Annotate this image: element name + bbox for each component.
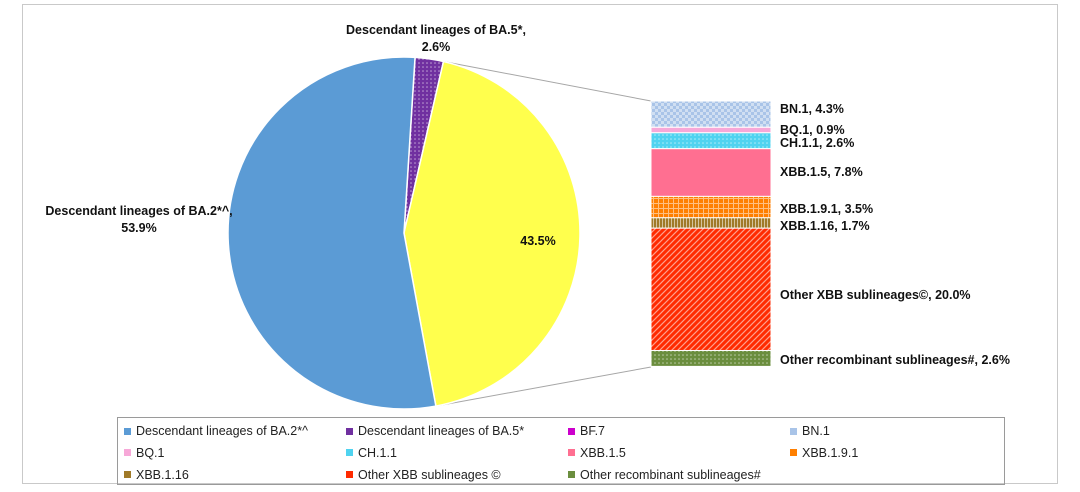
pie-of-bar-chart: Descendant lineages of BA.2*^, 53.9% Desce…: [45, 23, 1010, 410]
legend-item-xbb-1-5: XBB.1.5: [568, 444, 790, 463]
legend-label: BN.1: [802, 424, 830, 439]
legend-swatch: [124, 449, 131, 457]
legend-swatch: [568, 427, 575, 435]
pie-label-descendant-lineages-of-ba-2: Descendant lineages of BA.2*^, 53.9%: [45, 204, 232, 235]
connector-top: [443, 60, 652, 102]
pie-label-descendant-lineages-of-ba-5: Descendant lineages of BA.5*, 2.6%: [346, 23, 526, 54]
legend-swatch: [790, 449, 797, 457]
bar-label-bq-1: BQ.1, 0.9%: [780, 123, 845, 137]
legend-label: XBB.1.9.1: [802, 445, 859, 460]
bar-segment-bq-1: [650, 126, 772, 134]
legend-label: XBB.1.16: [136, 467, 189, 482]
pie-label-recombinant-and-other-lineages: 43.5%: [520, 234, 555, 248]
legend-swatch: [568, 471, 575, 479]
legend-label: BQ.1: [136, 445, 165, 460]
legend-item-ch-1-1: CH.1.1: [346, 444, 568, 463]
legend-swatch: [568, 449, 575, 457]
legend-item-xbb-1-16: XBB.1.16: [124, 465, 346, 484]
legend-label: Descendant lineages of BA.5*: [358, 424, 525, 439]
stacked-bar: [650, 100, 772, 367]
bar-segment-texture: [651, 350, 771, 367]
legend-swatch: [124, 427, 131, 435]
pie: [227, 56, 581, 410]
legend-item-bf-7: BF.7: [568, 422, 790, 441]
legend-label: Descendant lineages of BA.2*^: [136, 424, 308, 439]
pie-slice-descendant-lineages-of-ba-2: [227, 56, 437, 410]
legend-swatch: [790, 427, 797, 435]
legend-label: BF.7: [580, 424, 606, 439]
legend-swatch: [346, 449, 353, 457]
connector-bottom: [435, 366, 652, 407]
legend-label: Other recombinant sublineages#: [580, 467, 761, 482]
legend-swatch: [346, 471, 353, 479]
legend-item-bn-1: BN.1: [790, 422, 1000, 441]
bar-label-bn-1: BN.1, 4.3%: [780, 102, 844, 116]
legend-item-xbb-1-9-1: XBB.1.9.1: [790, 444, 1000, 463]
legend-label: Other XBB sublineages ©: [358, 467, 501, 482]
legend-label: XBB.1.5: [580, 445, 626, 460]
pie-labels: Descendant lineages of BA.2*^, 53.9% Desce…: [45, 23, 555, 248]
legend: Descendant lineages of BA.2*^ Descendant …: [117, 417, 1005, 485]
bar-label-xbb-1-5: XBB.1.5, 7.8%: [780, 165, 863, 179]
legend-item-other-xbb-sublineages: Other XBB sublineages ©: [346, 465, 568, 484]
bar-label-other-recombinant-sublineages: Other recombinant sublineages#, 2.6%: [780, 353, 1010, 367]
bar-segment-texture: [651, 132, 771, 149]
bar-label-other-xbb-sublineages: Other XBB sublineages©, 20.0%: [780, 288, 971, 302]
legend-item-other-recombinant-sublineages: Other recombinant sublineages#: [568, 465, 790, 484]
bar-label-xbb-1-9-1: XBB.1.9.1, 3.5%: [780, 202, 873, 216]
legend-item-descendant-lineages-of-ba-5: Descendant lineages of BA.5*: [346, 422, 568, 441]
bar-segment-texture: [651, 196, 771, 218]
bar-segment-texture: [651, 217, 771, 229]
connector-lines: [435, 60, 652, 407]
bar-label-xbb-1-16: XBB.1.16, 1.7%: [780, 219, 870, 233]
legend-swatch: [124, 471, 131, 479]
bar-label-ch-1-1: CH.1.1, 2.6%: [780, 136, 854, 150]
legend-item-bq-1: BQ.1: [124, 444, 346, 463]
legend-label: CH.1.1: [358, 445, 397, 460]
bar-segment-texture: [651, 228, 771, 351]
chart-frame: Descendant lineages of BA.2*^, 53.9% Desce…: [22, 4, 1058, 485]
bar-segment-xbb-1-5: [650, 148, 772, 197]
bar-labels: BN.1, 4.3% BQ.1, 0.9%CH.1.1, 2.6% XBB.1.5,…: [780, 102, 1010, 367]
bar-segment-texture: [651, 101, 771, 128]
pie-slice-recombinant-and-other-lineages: [403, 60, 581, 407]
legend-item-descendant-lineages-of-ba-2: Descendant lineages of BA.2*^: [124, 422, 346, 441]
legend-swatch: [346, 427, 353, 435]
